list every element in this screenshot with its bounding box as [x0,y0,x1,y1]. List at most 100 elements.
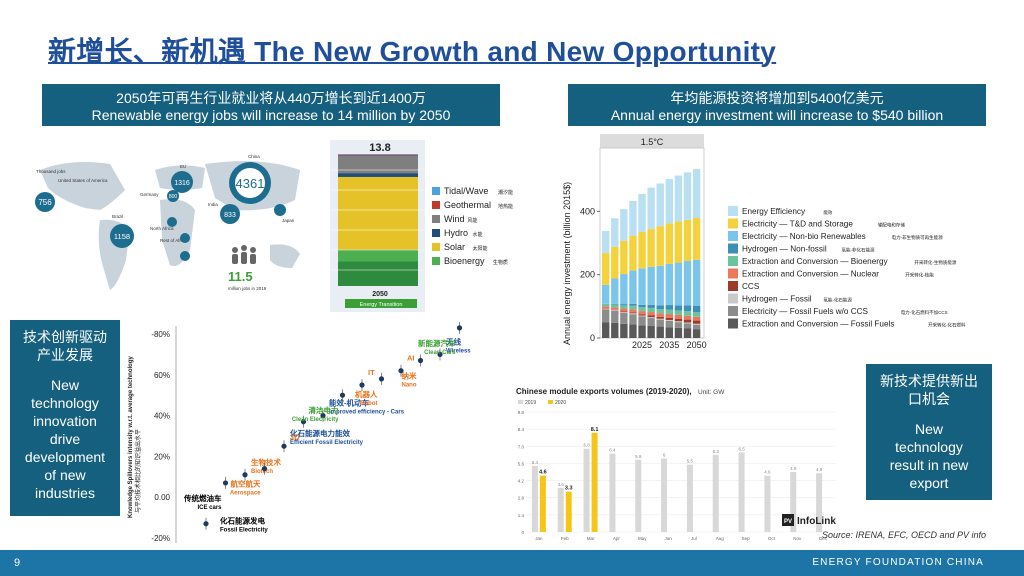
spillover-point-label-en: Nano [402,383,417,389]
left-callout-en-7: industries [35,485,95,501]
investment-bar-segment [656,313,664,317]
header-investment: 年均能源投资将增加到5400亿美元 Annual energy investme… [568,84,986,126]
exports-xtick-label: Feb [561,536,569,541]
spillover-point [339,392,346,398]
exports-xtick-label: May [638,536,647,541]
spillover-point [437,351,443,357]
spillover-point [359,382,365,388]
spillover-point-label-zh: 清洁电力 [309,405,339,415]
exports-bar [686,464,693,532]
investment-bars [602,168,701,338]
region-usa-label: United States of America [58,178,108,183]
investment-bar-segment [647,187,655,229]
stack-legend-label: Bioenergy [444,256,485,266]
investment-bar-segment [683,328,692,338]
right-callout: 新技术提供新出 口机会 New technology result in new… [866,364,992,500]
stack-legend-swatch [432,257,440,265]
investment-bar-segment [656,183,664,227]
investment-bar-segment [647,317,655,319]
investment-bar-segment [692,168,701,218]
header-jobs-zh: 2050年可再生行业就业将从440万增长到近1400万 [116,90,426,106]
spillover-point-label-zh: 机器人 [355,389,378,399]
investment-bar-segment [656,318,664,320]
investment-bar-segment [665,179,674,224]
investment-bar-segment [647,228,655,267]
investment-bar-segment [656,319,664,327]
spillover-point [242,472,248,478]
spillover-point-label-en: Biotech [251,469,273,475]
investment-legend-label-zh: 氢能-非化石能源 [842,247,875,254]
region-eu-value: 1316 [174,180,190,187]
exports-bar [557,487,564,532]
investment-legend-swatch [728,293,738,304]
investment-bar-segment [674,262,683,306]
investment-bar-segment [665,313,674,318]
spillover-ytick-label: 0.00 [154,493,170,502]
investment-legend-swatch [728,218,738,229]
investment-ylabel: Annual energy investment (billion 2015$) [562,182,572,345]
investment-bar-segment [638,231,646,269]
investment-bar-segment [629,313,637,315]
exports-bar [635,459,642,532]
spillover-point-label-zh: 化石能源发电 [220,516,265,526]
stack-legend-swatch [432,215,440,223]
region-india-marker [220,204,240,224]
investment-bar-segment [638,315,646,317]
exports-ytick-label: 1.4 [518,513,525,518]
investment-bar-segment [602,308,610,310]
investment-legend: Energy Efficiency 能效 Electricity — T&D and… [728,206,966,329]
spillover-point-label-en: ICE cars [197,505,222,511]
header-investment-zh: 年均能源投资将增加到5400亿美元 [670,90,884,106]
investment-bar-segment [692,324,701,330]
investment-bar-segment [638,307,646,312]
investment-bar-segment [656,309,664,314]
region-india-label: India [208,202,218,207]
stack-legend-swatch [432,187,440,195]
investment-bar-segment [629,200,637,236]
region-rest-africa-label: Rest of Africa [160,238,187,243]
investment-bar-segment [611,246,619,279]
investment-legend-swatch [728,256,738,266]
region-china-label: China [248,154,260,159]
exports-bars: 5.44.63.63.36.88.16.45.9 65.56.3 6.54.64.9… [532,427,823,532]
stack-segment-base [338,261,418,286]
stack-segment-solar [338,176,418,250]
exports-xtick-label: Nov [793,536,802,541]
right-callout-zh-1: 新技术提供新出 [880,373,978,389]
spillover-point-label-en: Improved efficiency - Cars [329,410,405,416]
stack-segment-bioenergy [338,249,418,262]
investment-bar-segment [665,320,674,328]
investment-bar-segment [620,305,628,309]
investment-xtick-label: 2035 [659,340,679,350]
spillover-ytick-label: -80% [151,330,170,339]
region-germany-label: Germany [140,192,159,197]
investment-legend-swatch [728,281,738,291]
right-callout-zh-2: 口机会 [908,391,950,407]
exports-bar [816,473,823,532]
investment-legend-label: Extraction and Conversion — Bioenergy [742,257,889,266]
stack-legend-label-zh: 风能 [467,217,477,224]
exports-data-label: 4.6 [539,470,547,476]
investment-bar-segment [629,235,637,271]
stack-legend-label-zh: 潮汐能 [498,189,513,196]
investment-bar-segment [656,305,664,310]
exports-bar [539,475,546,532]
exports-data-label: 6.3 [713,449,720,454]
investment-bar-segment [647,307,655,313]
spillover-point [222,480,229,486]
investment-bar-segment [674,305,683,311]
investment-legend-label-zh: 输配电和存储 [878,222,905,229]
spillover-point-label-zh: AI [407,354,415,363]
footer-bar: 9 ENERGY FOUNDATION CHINA [0,550,1024,576]
investment-xtick-label: 2025 [632,340,652,350]
investment-bar-segment [692,259,701,306]
spillover-point-label-en: Clean Cars [424,350,456,356]
exports-legend-2020-swatch [548,400,553,404]
investment-panel-header [600,134,704,148]
investment-bar-segment [665,309,674,314]
investment-legend-swatch [728,243,738,254]
investment-bar-segment [674,175,683,222]
investment-ytick-label: 200 [580,270,595,280]
renewable-jobs-chart: 13.8 2050 Energy Transition Tidal/Wave 潮汐… [330,140,513,312]
investment-bar-segment [683,315,692,320]
